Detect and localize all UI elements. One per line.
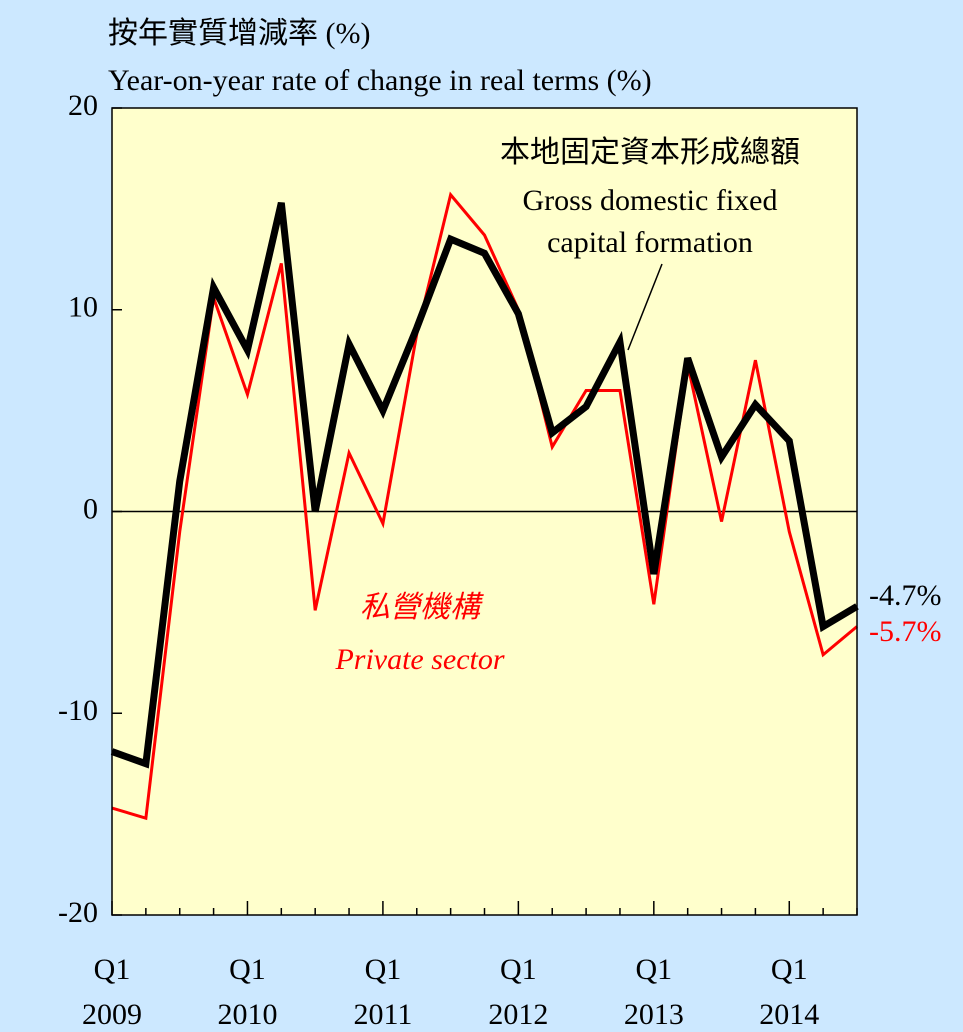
legend-label: 本地固定資本形成總額 xyxy=(500,136,800,169)
chart-title: 按年實質增減率 (%) xyxy=(108,17,370,50)
legend-label: 私營機構 xyxy=(360,591,484,624)
legend-label: Gross domestic fixed capital formation xyxy=(523,184,778,259)
series-line xyxy=(111,191,858,821)
legend-label: Private sector xyxy=(334,643,504,676)
x-tick-label: Q1 2009 xyxy=(82,953,142,1031)
y-tick-label: -20 xyxy=(58,896,98,929)
x-tick-label: Q1 2011 xyxy=(353,953,412,1031)
y-tick-label: 10 xyxy=(68,291,98,324)
y-tick-label: 20 xyxy=(68,89,98,122)
plot-border xyxy=(111,107,858,916)
leader-line xyxy=(627,263,663,351)
chart-subtitle: Year-on-year rate of change in real term… xyxy=(108,64,652,97)
x-tick-label: Q1 2012 xyxy=(488,953,548,1031)
x-tick-label: Q1 2010 xyxy=(217,953,277,1031)
end-label: -4.7% xyxy=(869,579,941,612)
y-tick-label: 0 xyxy=(83,492,98,525)
end-label: -5.7% xyxy=(869,615,941,648)
series-line xyxy=(110,202,859,769)
x-tick-label: Q1 2013 xyxy=(624,953,684,1031)
x-tick-label: Q1 2014 xyxy=(759,953,819,1031)
y-tick-label: -10 xyxy=(58,694,98,727)
